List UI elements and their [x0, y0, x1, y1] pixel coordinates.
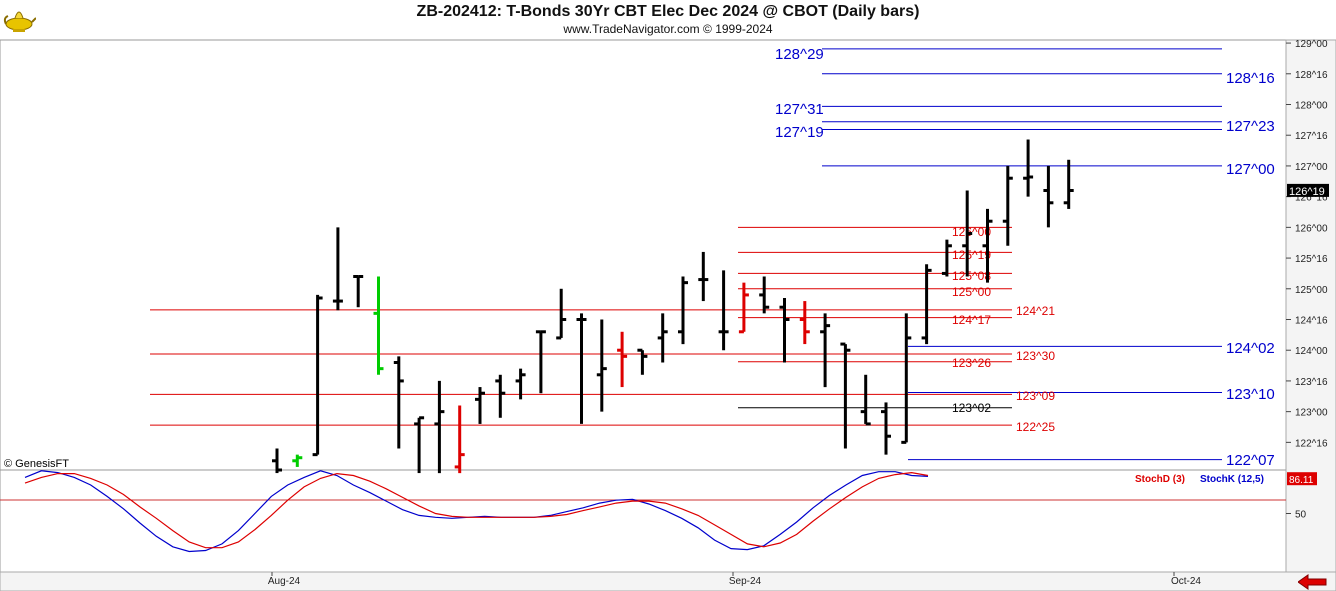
ohlc-bar — [373, 276, 384, 375]
page-title: ZB-202412: T-Bonds 30Yr CBT Elec Dec 202… — [416, 3, 920, 20]
ohlc-bar — [312, 294, 323, 457]
ohlc-bar — [272, 448, 282, 474]
y-tick-label: 126^00 — [1295, 223, 1328, 234]
ohlc-bar — [698, 251, 709, 302]
ohlc-bar — [759, 276, 770, 314]
level-label-124-21: 124^21 — [1016, 304, 1055, 318]
osc-current-box — [1287, 472, 1317, 486]
current-price-label: 126^19 — [1289, 186, 1325, 198]
price-panel — [0, 39, 1287, 471]
level-label-123-02: 123^02 — [952, 401, 991, 415]
ohlc-bar — [881, 402, 891, 455]
ohlc-bar — [779, 298, 790, 363]
level-label-122-25: 122^25 — [1016, 420, 1055, 434]
ohlc-bar — [657, 313, 668, 363]
genie-lamp-icon — [3, 11, 36, 32]
level-label-127-00: 127^00 — [1226, 161, 1275, 178]
level-label-122-07: 122^07 — [1226, 452, 1275, 469]
legend-stochk: StochK (12,5) — [1200, 474, 1264, 485]
y-axis-panel — [1285, 39, 1336, 573]
series-stochd-line — [24, 471, 929, 549]
y-tick-label: 125^00 — [1295, 285, 1328, 296]
ohlc-bar — [495, 374, 506, 418]
x-tick-label: Aug-24 — [268, 576, 301, 587]
ohlc-bar — [434, 380, 445, 474]
ohlc-bar — [414, 416, 425, 474]
ohlc-bar — [941, 239, 952, 277]
level-label-125-19: 125^19 — [952, 248, 991, 262]
ohlc-bar — [393, 356, 404, 449]
level-label-127-19: 127^19 — [775, 124, 824, 141]
ohlc-bar — [556, 288, 567, 340]
x-tick-label: Oct-24 — [1171, 576, 1201, 587]
ohlc-bar — [475, 387, 485, 424]
ohlc-bar — [738, 282, 749, 334]
ohlc-bar — [292, 454, 303, 467]
level-label-124-02: 124^02 — [1226, 340, 1275, 357]
y-tick-label: 127^00 — [1295, 162, 1328, 173]
level-label-125-08: 125^08 — [952, 269, 991, 283]
ohlc-bar — [1063, 159, 1074, 209]
level-label-127-23: 127^23 — [1226, 118, 1275, 135]
y-tick-label: 129^00 — [1295, 39, 1328, 50]
x-axis-panel — [0, 571, 1336, 591]
level-label-123-30: 123^30 — [1016, 349, 1055, 363]
osc-current-label: 86.11 — [1289, 475, 1314, 486]
y-tick-label: 124^00 — [1295, 346, 1328, 357]
ohlc-bar — [718, 270, 729, 351]
legend-stochd: StochD (3) — [1135, 474, 1185, 485]
ohlc-bar — [535, 330, 546, 394]
ohlc-bar — [982, 208, 993, 283]
ohlc-bar — [1002, 165, 1013, 246]
page-subtitle: www.TradeNavigator.com © 1999-2024 — [563, 22, 773, 36]
oscillator-panel — [0, 469, 1287, 573]
y-tick-label: 125^16 — [1295, 254, 1328, 265]
y-tick-label: 123^00 — [1295, 408, 1328, 419]
level-label-123-09: 123^09 — [1016, 389, 1055, 403]
ohlc-bar — [962, 190, 973, 277]
level-label-123-26: 123^26 — [952, 356, 991, 370]
level-label-123-10: 123^10 — [1226, 386, 1275, 403]
level-label-127-31: 127^31 — [775, 101, 824, 118]
ohlc-bar — [617, 331, 628, 388]
current-price-box — [1287, 183, 1329, 197]
level-label-124-17: 124^17 — [952, 313, 991, 327]
ohlc-bar — [454, 405, 465, 474]
ohlc-bar — [840, 342, 851, 449]
y-tick-label: 127^16 — [1295, 131, 1328, 142]
y-tick-label: 126^16 — [1295, 193, 1328, 204]
level-label-125-00: 125^00 — [952, 285, 991, 299]
y-tick-label: 123^16 — [1295, 377, 1328, 388]
back-arrow-icon[interactable] — [1298, 574, 1328, 590]
ohlc-bar — [576, 313, 587, 424]
y-tick-label: 124^16 — [1295, 316, 1328, 327]
ohlc-bar — [515, 368, 526, 400]
ohlc-bar — [596, 319, 607, 412]
ohlc-bar — [332, 227, 343, 311]
watermark: © GenesisFT — [4, 458, 69, 470]
level-label-128-29: 128^29 — [775, 46, 824, 63]
osc-y-tick-label: 50 — [1295, 510, 1307, 521]
ohlc-bar — [820, 313, 831, 388]
ohlc-bar — [1043, 165, 1054, 228]
y-tick-label: 122^16 — [1295, 438, 1328, 449]
ohlc-bar — [353, 275, 364, 308]
ohlc-bar — [1023, 139, 1034, 197]
ohlc-bar — [901, 313, 912, 444]
ohlc-bar — [799, 301, 810, 345]
chart-header: ZB-202412: T-Bonds 30Yr CBT Elec Dec 202… — [0, 0, 1336, 40]
ohlc-bar — [921, 264, 932, 345]
y-tick-label: 128^00 — [1295, 101, 1328, 112]
x-tick-label: Sep-24 — [729, 576, 762, 587]
ohlc-bar — [678, 276, 688, 345]
level-label-128-16: 128^16 — [1226, 70, 1275, 87]
ohlc-bar — [637, 348, 648, 375]
ohlc-bar — [860, 374, 871, 426]
y-tick-label: 128^16 — [1295, 70, 1328, 81]
